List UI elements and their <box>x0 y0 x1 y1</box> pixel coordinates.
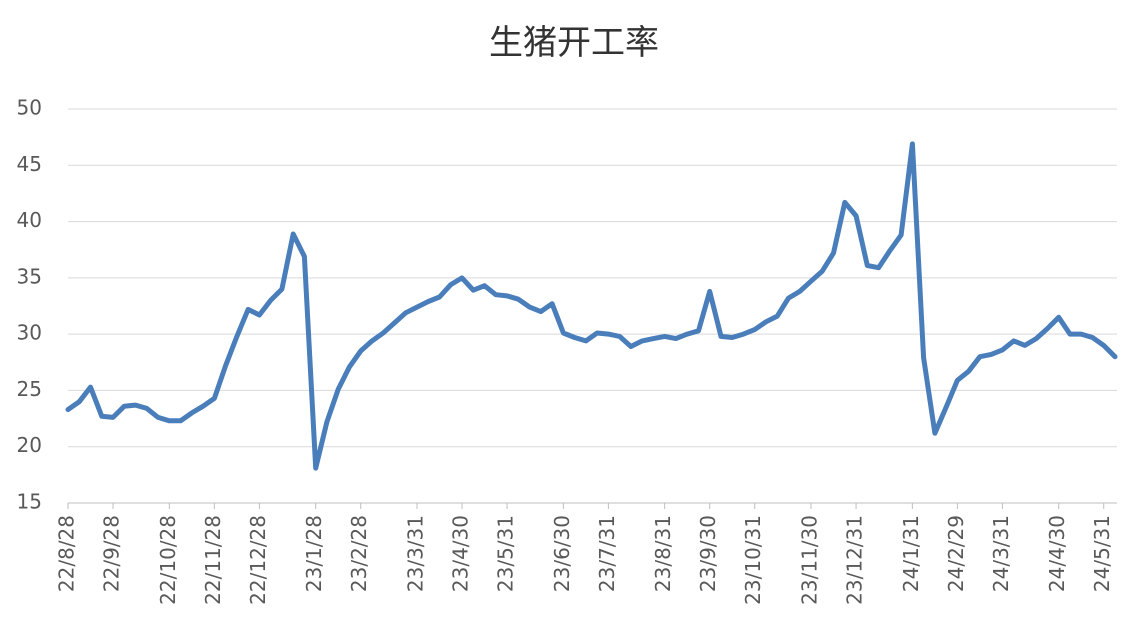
x-tick-label: 23/2/28 <box>347 515 371 592</box>
x-tick-label: 23/3/31 <box>404 515 428 592</box>
x-tick-label: 22/11/28 <box>201 515 225 605</box>
x-tick-label: 23/9/30 <box>696 515 720 592</box>
data-line <box>65 141 1118 471</box>
y-tick-label: 45 <box>17 152 42 176</box>
y-tick-label: 40 <box>17 208 42 232</box>
x-tick-label: 23/11/30 <box>798 515 822 605</box>
x-tick-label: 22/12/28 <box>246 515 270 605</box>
x-tick-label: 23/10/31 <box>741 515 765 605</box>
y-tick-label: 30 <box>17 321 42 345</box>
y-tick-label: 35 <box>17 264 42 288</box>
x-tick-label: 23/7/31 <box>595 515 619 592</box>
x-tick-label: 24/4/30 <box>1045 515 1069 592</box>
x-tick-label: 23/5/31 <box>494 515 518 592</box>
y-tick-label: 20 <box>17 433 42 457</box>
x-tick-label: 24/3/31 <box>989 515 1013 592</box>
y-tick-label: 50 <box>17 96 42 120</box>
x-tick-label: 23/6/30 <box>550 515 574 592</box>
x-tick-label: 22/9/28 <box>100 515 124 592</box>
x-tick-label: 24/2/29 <box>944 515 968 592</box>
x-tick-label: 23/8/31 <box>651 515 675 592</box>
x-tick-label: 23/1/28 <box>302 515 326 592</box>
x-tick-label: 22/10/28 <box>156 515 180 605</box>
x-tick-label: 22/8/28 <box>55 515 79 592</box>
y-tick-label: 25 <box>17 377 42 401</box>
x-tick-label: 23/4/30 <box>449 515 473 592</box>
y-tick-label: 15 <box>17 490 42 514</box>
x-tick-label: 24/1/31 <box>899 515 923 592</box>
x-tick-label: 24/5/31 <box>1090 515 1114 592</box>
chart-title: 生猪开工率 <box>489 23 659 63</box>
x-tick-label: 23/12/31 <box>843 515 867 605</box>
